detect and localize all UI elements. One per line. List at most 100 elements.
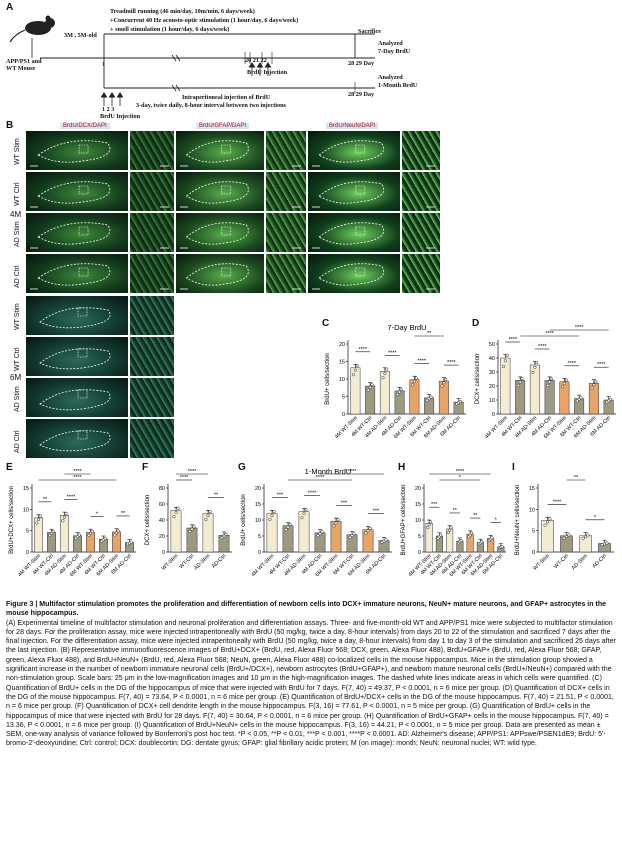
data-point — [304, 508, 308, 512]
data-point — [192, 525, 196, 529]
micrograph-low-mag — [26, 254, 128, 293]
micrograph-high-mag — [130, 296, 174, 335]
data-point — [399, 388, 404, 392]
data-point — [38, 514, 42, 518]
data-point — [208, 510, 212, 514]
data-point — [51, 529, 55, 533]
panel-letter-f: F — [142, 462, 149, 473]
data-point — [500, 545, 504, 549]
data-point — [583, 535, 588, 539]
y-axis-label: BrdU+ cells/section — [241, 494, 247, 546]
panel-letter-c: C — [322, 318, 330, 329]
data-point — [332, 524, 336, 528]
data-point — [594, 380, 598, 384]
data-point — [581, 536, 585, 540]
micrograph-low-mag — [26, 172, 128, 211]
data-point — [427, 397, 431, 401]
x-tick-label: WT-Stim — [532, 553, 551, 572]
y-tick-label: 40 — [489, 356, 495, 362]
y-tick-label: 20 — [159, 534, 165, 540]
data-point — [316, 534, 320, 538]
sig-label: *** — [431, 502, 438, 508]
data-point — [220, 536, 224, 540]
micrograph-high-mag — [402, 254, 440, 293]
data-point — [190, 527, 194, 531]
sig-label: **** — [545, 331, 554, 337]
y-tick-label: 15 — [339, 360, 345, 366]
data-point — [546, 383, 550, 387]
panel-letter-b: B — [6, 120, 14, 131]
x-tick-label: AD-Ctrl — [591, 553, 608, 570]
data-point — [318, 532, 322, 536]
data-point — [222, 534, 226, 538]
data-point — [49, 531, 54, 535]
y-tick-label: 10 — [489, 398, 495, 404]
data-point — [516, 383, 520, 387]
data-point — [449, 526, 453, 530]
sig-label: ** — [574, 475, 579, 481]
data-point — [383, 371, 387, 375]
micrograph-6m-wide — [26, 296, 128, 335]
timeline-diagram — [9, 15, 375, 106]
data-point — [490, 536, 494, 540]
sig-label: ** — [473, 513, 478, 519]
x-tick-label: AD-Stim — [193, 553, 212, 572]
y-tick-label: 5 — [342, 395, 345, 401]
y-tick-label: 50 — [489, 342, 495, 348]
y-tick-label: 15 — [415, 502, 421, 508]
sig-label: ** — [121, 511, 126, 517]
data-point — [592, 383, 596, 387]
panel-letter-g: G — [238, 462, 246, 473]
chart-title: 1-Month BrdU — [305, 467, 352, 476]
y-axis-label: DCX+ cells/section — [475, 354, 481, 405]
micrograph-low-mag — [26, 213, 128, 252]
data-point — [448, 528, 452, 532]
row-label-5: WT Ctrl — [14, 347, 21, 371]
y-axis-label: BrdU+GFAP+ cells/section — [401, 484, 407, 555]
y-tick-label: 10 — [23, 507, 29, 513]
data-point — [206, 513, 210, 518]
data-point — [562, 381, 566, 385]
data-point — [288, 522, 292, 526]
day-1-label: 1 — [102, 61, 106, 68]
sig-label: **** — [73, 469, 82, 475]
sig-label: **** — [316, 475, 325, 481]
micrograph-low-mag — [176, 213, 264, 252]
sig-label: *** — [277, 493, 284, 499]
data-point — [410, 383, 415, 387]
micrograph-high-mag — [402, 213, 440, 252]
days-20-22-label: 20 21 22 — [245, 57, 267, 64]
data-point — [533, 365, 537, 370]
data-point — [268, 517, 272, 521]
treadmill-text: Treadmill running (46 min/day, 10m/min, … — [110, 8, 255, 15]
bar — [438, 380, 449, 415]
data-point — [608, 397, 613, 401]
sig-label: **** — [348, 469, 357, 475]
micrograph-high-mag — [130, 131, 174, 170]
row-label-3: AD Ctrl — [14, 265, 21, 288]
sig-label: **** — [447, 360, 456, 366]
data-point — [428, 520, 432, 524]
chart-title: 7-Day BrdU — [387, 323, 426, 332]
y-axis-label: DCX+ cells/section — [145, 495, 151, 546]
data-point — [302, 512, 306, 516]
micrograph-6m-wide — [26, 378, 128, 417]
micrograph-high-mag — [130, 172, 174, 211]
analyzed-7day-sub: 7-Day BrdU — [378, 48, 411, 55]
data-point — [560, 385, 565, 389]
data-point — [364, 531, 368, 535]
y-tick-label: 10 — [339, 377, 345, 383]
data-point — [548, 380, 552, 384]
y-tick-label: 15 — [529, 486, 535, 492]
sig-label: ** — [427, 331, 432, 337]
data-point — [320, 530, 324, 534]
data-point — [469, 531, 473, 535]
sig-label: * — [459, 475, 462, 481]
bar — [541, 520, 554, 553]
group-6m: 6M — [10, 373, 22, 382]
data-point — [87, 533, 91, 537]
concurrent-text: +Concurrent 40 Hz acousto-optic stimulat… — [110, 17, 299, 24]
